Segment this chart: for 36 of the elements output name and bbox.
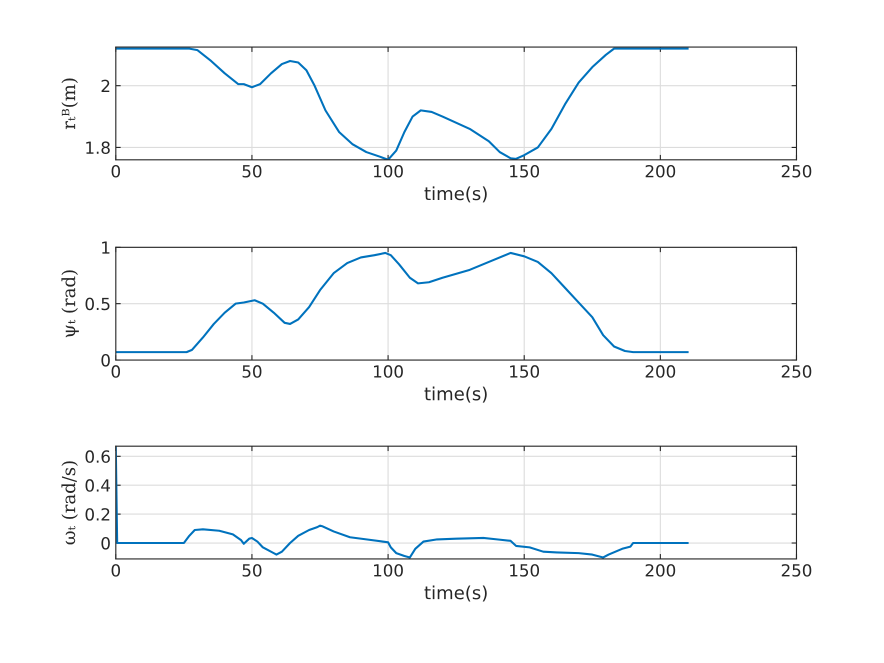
x-tick-label: 50 (242, 564, 262, 577)
x-tick-label: 100 (374, 164, 403, 178)
x-axis-title: time(s) (424, 386, 487, 403)
line-series (116, 252, 689, 354)
y-tick-label: 1.8 (86, 141, 110, 154)
y-axis-title: rₜᴮ(m) (61, 78, 78, 130)
x-tick-label: 0 (112, 164, 120, 178)
x-tick-label: 100 (374, 564, 403, 577)
x-tick-label: 0 (112, 365, 120, 378)
y-axis-title: ψₜ (rad) (61, 270, 79, 338)
x-axis-title: time(s) (424, 186, 487, 202)
x-tick-label: 250 (782, 164, 812, 178)
x-tick-label: 150 (510, 164, 540, 178)
y-tick-label: 0 (101, 536, 110, 550)
y-tick-label: 0 (101, 354, 110, 367)
x-tick-label: 250 (782, 365, 812, 378)
y-tick-label: 0.5 (86, 298, 110, 310)
x-axis-title: time(s) (424, 585, 487, 602)
x-tick-label: 100 (374, 365, 403, 378)
y-axis-title: ωₜ (rad/s) (61, 461, 78, 544)
x-tick-label: 200 (646, 164, 676, 178)
x-tick-label: 50 (242, 365, 262, 378)
y-tick-label: 2 (102, 80, 110, 92)
line-series (116, 446, 689, 559)
x-tick-label: 150 (510, 564, 540, 577)
y-tick-label: 1 (102, 241, 110, 254)
x-tick-label: 200 (646, 365, 676, 378)
y-tick-label: 0.4 (86, 479, 110, 492)
x-tick-label: 200 (646, 564, 676, 577)
y-tick-label: 0.6 (86, 450, 110, 463)
x-tick-label: 0 (112, 564, 120, 577)
y-tick-label: 0.2 (86, 508, 110, 521)
x-tick-label: 150 (510, 365, 540, 378)
x-tick-label: 250 (782, 564, 812, 577)
x-tick-label: 50 (242, 164, 262, 178)
line-series (116, 48, 689, 160)
